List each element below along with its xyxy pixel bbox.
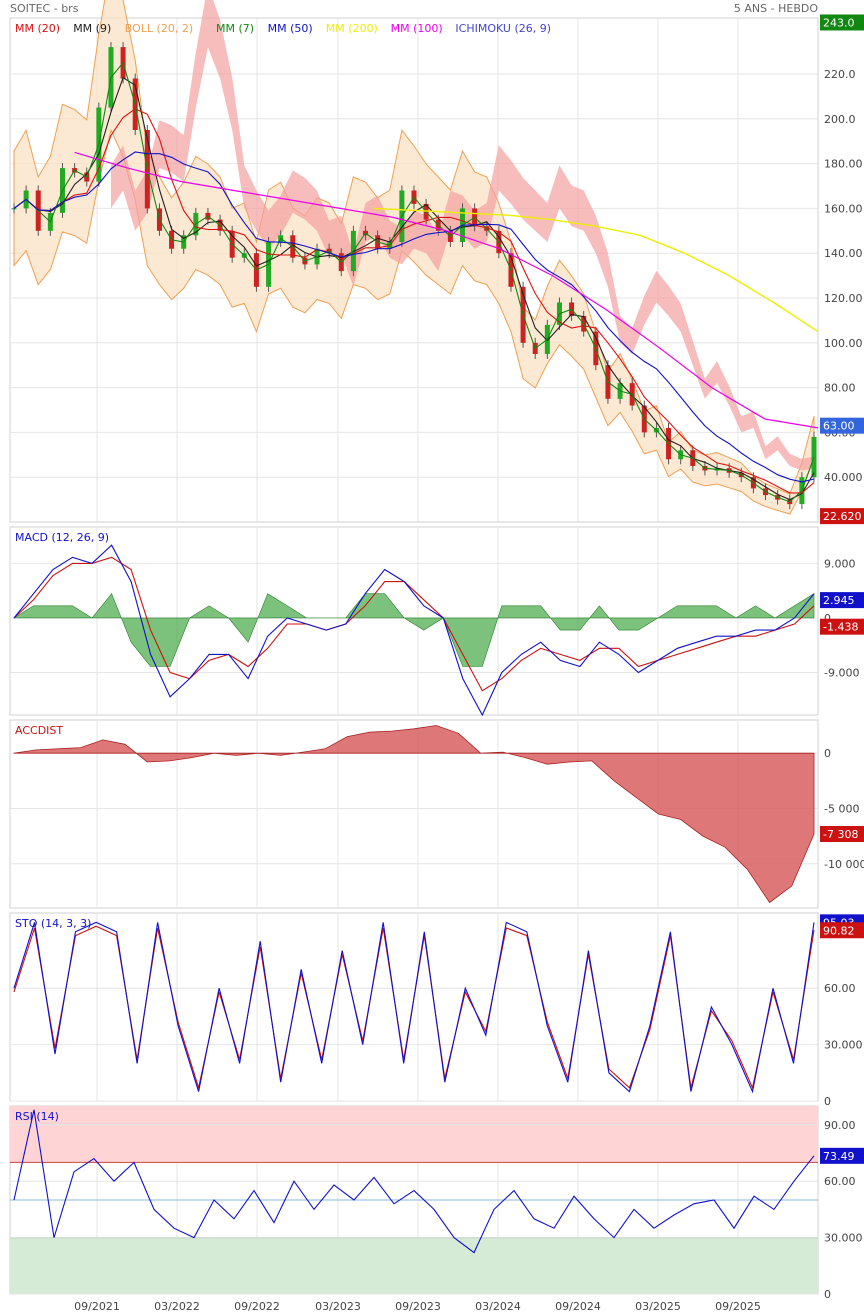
price-legend-5: MM (200): [326, 22, 378, 35]
mm20-line: [13, 108, 815, 494]
rsi-y-tick-2: 60.00: [824, 1175, 856, 1188]
rsi-line: [13, 1109, 815, 1254]
rsi-y-tick-0: 0: [824, 1288, 831, 1301]
macd-value-badge-0: [820, 592, 864, 609]
accdist-legend-0: ACCDIST: [15, 724, 63, 737]
sto-value-badge-label-1: 90.82: [823, 924, 855, 937]
price-legend-2: BOLL (20, 2): [125, 22, 193, 35]
accdist-area: [13, 725, 815, 904]
price-y-tick-3: 100.00: [824, 337, 863, 350]
rsi-overbought-zone: [10, 1106, 818, 1163]
sto-y-tick-1: 30.000: [824, 1039, 863, 1052]
macd-signal-line: [13, 556, 815, 692]
price-value-badge-2: [820, 508, 864, 525]
price-value-badge-label-2: 22.620: [823, 510, 862, 523]
macd-value-badge-label-1: -1.438: [823, 621, 858, 634]
rsi-y-tick-3: 90.00: [824, 1119, 856, 1132]
price-value-badge-0: [820, 14, 864, 31]
x-tick-label-09-2025: 09/2025: [715, 1300, 761, 1313]
x-tick-label-09-2024: 09/2024: [555, 1300, 601, 1313]
x-tick-label-09-2021: 09/2021: [74, 1300, 120, 1313]
sto-y-tick-2: 60.00: [824, 982, 856, 995]
price-legend-6: MM (100): [391, 22, 443, 35]
x-tick-label-09-2022: 09/2022: [234, 1300, 280, 1313]
chart-period[interactable]: 5 ANS - HEBDO: [733, 2, 818, 15]
price-y-tick-9: 220.0: [824, 68, 856, 81]
accdist-value-badge-0: [820, 825, 864, 842]
price-y-tick-6: 160.00: [824, 202, 863, 215]
macd-y-tick-2: -9.000: [824, 667, 859, 680]
mm9-line: [13, 76, 815, 501]
accdist-y-tick-2: -10 000: [824, 858, 864, 871]
sto-k-line: [13, 921, 815, 1094]
price-y-tick-5: 140.00: [824, 247, 863, 260]
macd-y-tick-1: 0: [824, 612, 831, 625]
sto-panel-frame: [9, 912, 819, 1102]
mm50-line: [13, 151, 815, 483]
price-y-tick-4: 120.00: [824, 292, 863, 305]
sto-value-badge-1: [820, 922, 864, 939]
rsi-legend-0: RSI (14): [15, 1110, 59, 1123]
macd-value-badge-label-0: 2.945: [823, 594, 855, 607]
price-legend-0: MM (20): [15, 22, 60, 35]
x-tick-label-03-2023: 03/2023: [315, 1300, 361, 1313]
price-value-badge-1: [820, 417, 864, 434]
price-candle: [11, 208, 17, 210]
mm200-line: [373, 207, 819, 333]
accdist-y-tick-1: -5 000: [824, 802, 859, 815]
price-y-tick-0: 40.000: [824, 471, 863, 484]
sto-legend-0: STO (14, 3, 3): [15, 917, 91, 930]
price-value-badge-label-1: 63.00: [823, 420, 855, 433]
x-tick-label-09-2023: 09/2023: [395, 1300, 441, 1313]
x-tick-label-03-2022: 03/2022: [154, 1300, 200, 1313]
price-y-tick-2: 80.00: [824, 382, 856, 395]
rsi-value-badge-0: [820, 1147, 864, 1164]
price-legend-1: MM (9): [73, 22, 111, 35]
price-legend-7: ICHIMOKU (26, 9): [455, 22, 551, 35]
x-tick-label-03-2025: 03/2025: [635, 1300, 681, 1313]
price-legend-4: MM (50): [268, 22, 313, 35]
accdist-value-badge-label-0: -7 308: [823, 828, 858, 841]
macd-y-tick-0: 9.000: [824, 557, 856, 570]
price-y-tick-7: 180.00: [824, 158, 863, 171]
mm7-line: [13, 61, 815, 503]
sto-y-tick-0: 0: [824, 1095, 831, 1108]
chart-symbol: SOITEC - brs: [10, 2, 79, 15]
rsi-value-badge-label-0: 73.49: [823, 1150, 855, 1163]
price-legend-3: MM (7): [216, 22, 254, 35]
macd-line: [13, 544, 815, 717]
price-value-badge-label-0: 243.0: [823, 16, 855, 29]
macd-legend-0: MACD (12, 26, 9): [15, 531, 109, 544]
rsi-oversold-zone: [10, 1237, 818, 1294]
mm100-line: [74, 151, 819, 429]
x-tick-label-03-2024: 03/2024: [475, 1300, 521, 1313]
rsi-y-tick-1: 30.000: [824, 1232, 863, 1245]
accdist-y-tick-0: 0: [824, 747, 831, 760]
macd-value-badge-1: [820, 618, 864, 635]
macd-histogram: [13, 593, 815, 667]
price-y-tick-8: 200.0: [824, 113, 856, 126]
